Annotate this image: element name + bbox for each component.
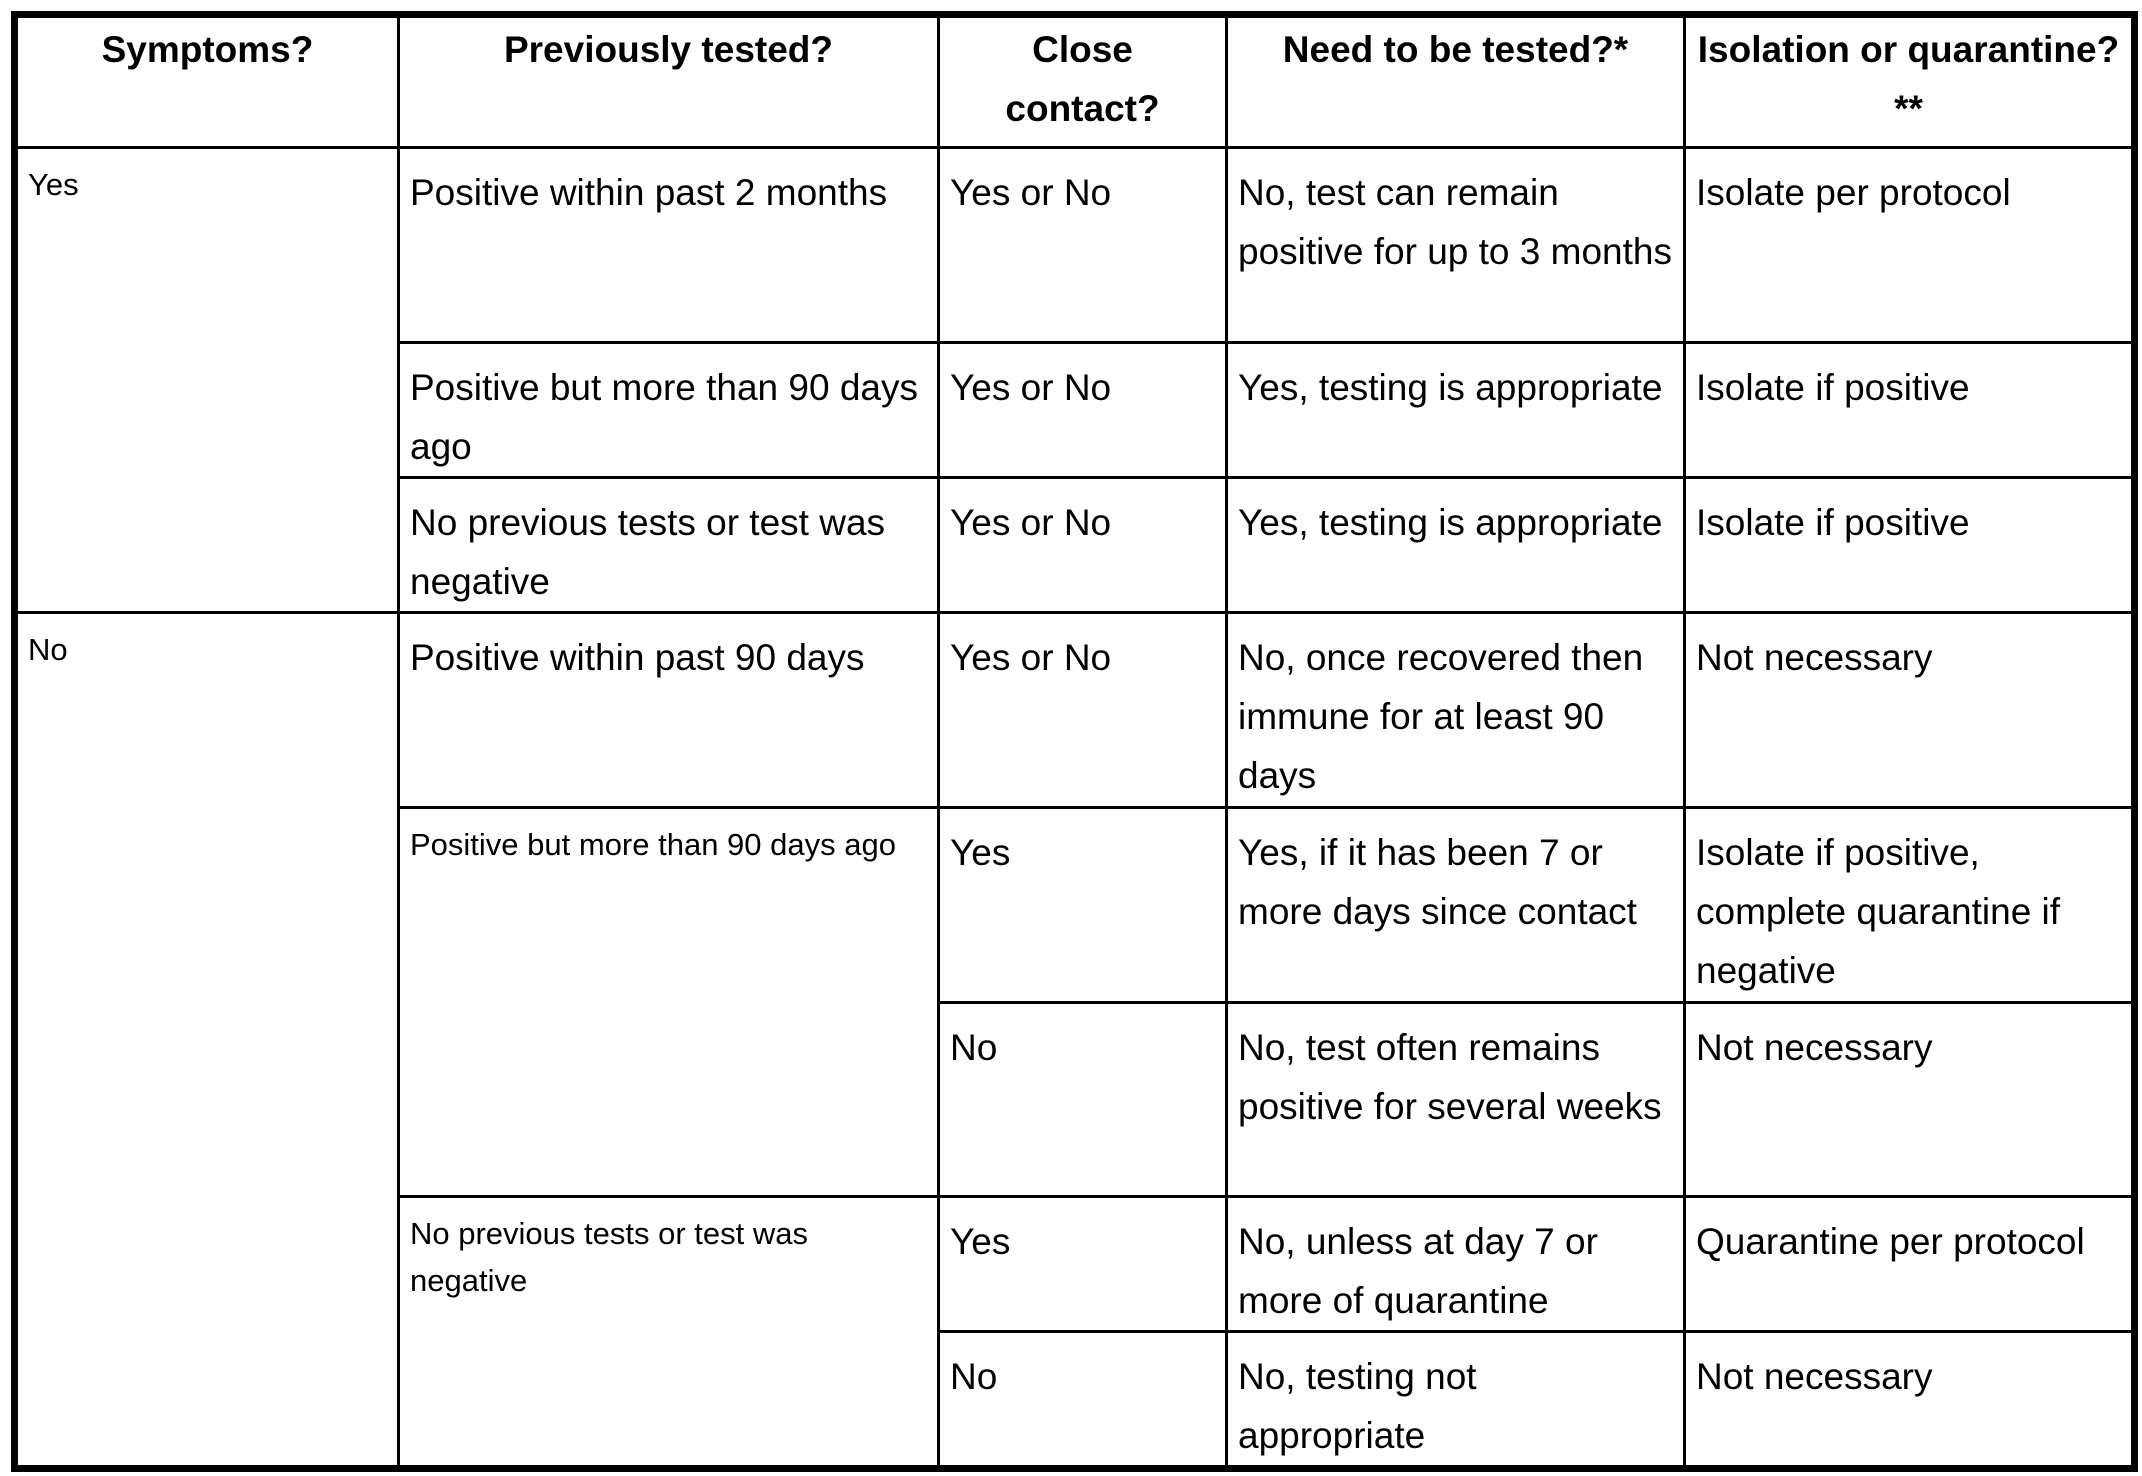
cell: Not necessary xyxy=(1683,1330,2136,1470)
cell: No, unless at day 7 or more of quarantin… xyxy=(1225,1195,1686,1333)
header-cell: Symptoms? xyxy=(13,13,400,149)
cell: No, once recovered then immune for at le… xyxy=(1225,611,1686,809)
row: No previous tests or test was negative Y… xyxy=(15,1195,2136,1470)
testing-table: Symptoms? Previously tested? Close conta… xyxy=(11,11,2138,1472)
cell: Yes, testing is appropriate xyxy=(1225,341,1686,479)
cell: No, test often remains positive for seve… xyxy=(1225,1001,1686,1198)
cell: Quarantine per protocol xyxy=(1683,1195,2136,1333)
row: Yes Positive within past 2 months Yes or… xyxy=(13,146,2136,614)
cell: Yes or No xyxy=(937,476,1228,614)
cell: Yes or No xyxy=(937,341,1228,479)
cell: No, test can remain positive for up to 3… xyxy=(1225,146,1686,344)
cell: Isolate per protocol xyxy=(1683,146,2136,344)
row: Positive but more than 90 days ago Yes Y… xyxy=(15,806,2136,1198)
cell: Yes or No xyxy=(937,611,1228,809)
cell: No xyxy=(13,611,400,1470)
cell: Isolate if positive, complete quarantine… xyxy=(1683,806,2136,1004)
cell: Yes xyxy=(13,146,400,614)
header-cell: Isolation or quarantine?** xyxy=(1683,13,2136,149)
cell: No, testing not appropriate xyxy=(1225,1330,1686,1470)
row: No previous tests or test was negative Y… xyxy=(15,476,2136,614)
header-cell: Need to be tested?* xyxy=(1225,13,1686,149)
cell: Yes, testing is appropriate xyxy=(1225,476,1686,614)
cell: Not necessary xyxy=(1683,611,2136,809)
row: No Positive within past 90 days Yes or N… xyxy=(13,611,2136,1470)
cell: Yes, if it has been 7 or more days since… xyxy=(1225,806,1686,1004)
row: Positive but more than 90 days ago Yes o… xyxy=(15,341,2136,479)
cell: Not necessary xyxy=(1683,1001,2136,1198)
cell: Isolate if positive xyxy=(1683,341,2136,479)
cell: Isolate if positive xyxy=(1683,476,2136,614)
cell: Yes or No xyxy=(937,146,1228,344)
cell: No previous tests or test was negative xyxy=(397,476,940,614)
cell: Positive but more than 90 days ago xyxy=(397,341,940,479)
cell: No xyxy=(937,1330,1228,1470)
cell: No xyxy=(937,1001,1228,1198)
row: No No, test often remains positive for s… xyxy=(15,1001,2136,1198)
cell: Positive within past 2 months xyxy=(397,146,940,344)
row: No No, testing not appropriate Not neces… xyxy=(15,1330,2136,1470)
cell: Positive but more than 90 days ago xyxy=(397,806,940,1198)
cell: Yes xyxy=(937,806,1228,1004)
header-cell: Close contact? xyxy=(937,13,1228,149)
cell: No previous tests or test was negative xyxy=(397,1195,940,1470)
cell: Positive within past 90 days xyxy=(397,611,940,809)
header-cell: Previously tested? xyxy=(397,13,940,149)
header-row: Symptoms? Previously tested? Close conta… xyxy=(13,13,2136,149)
cell: Yes xyxy=(937,1195,1228,1333)
